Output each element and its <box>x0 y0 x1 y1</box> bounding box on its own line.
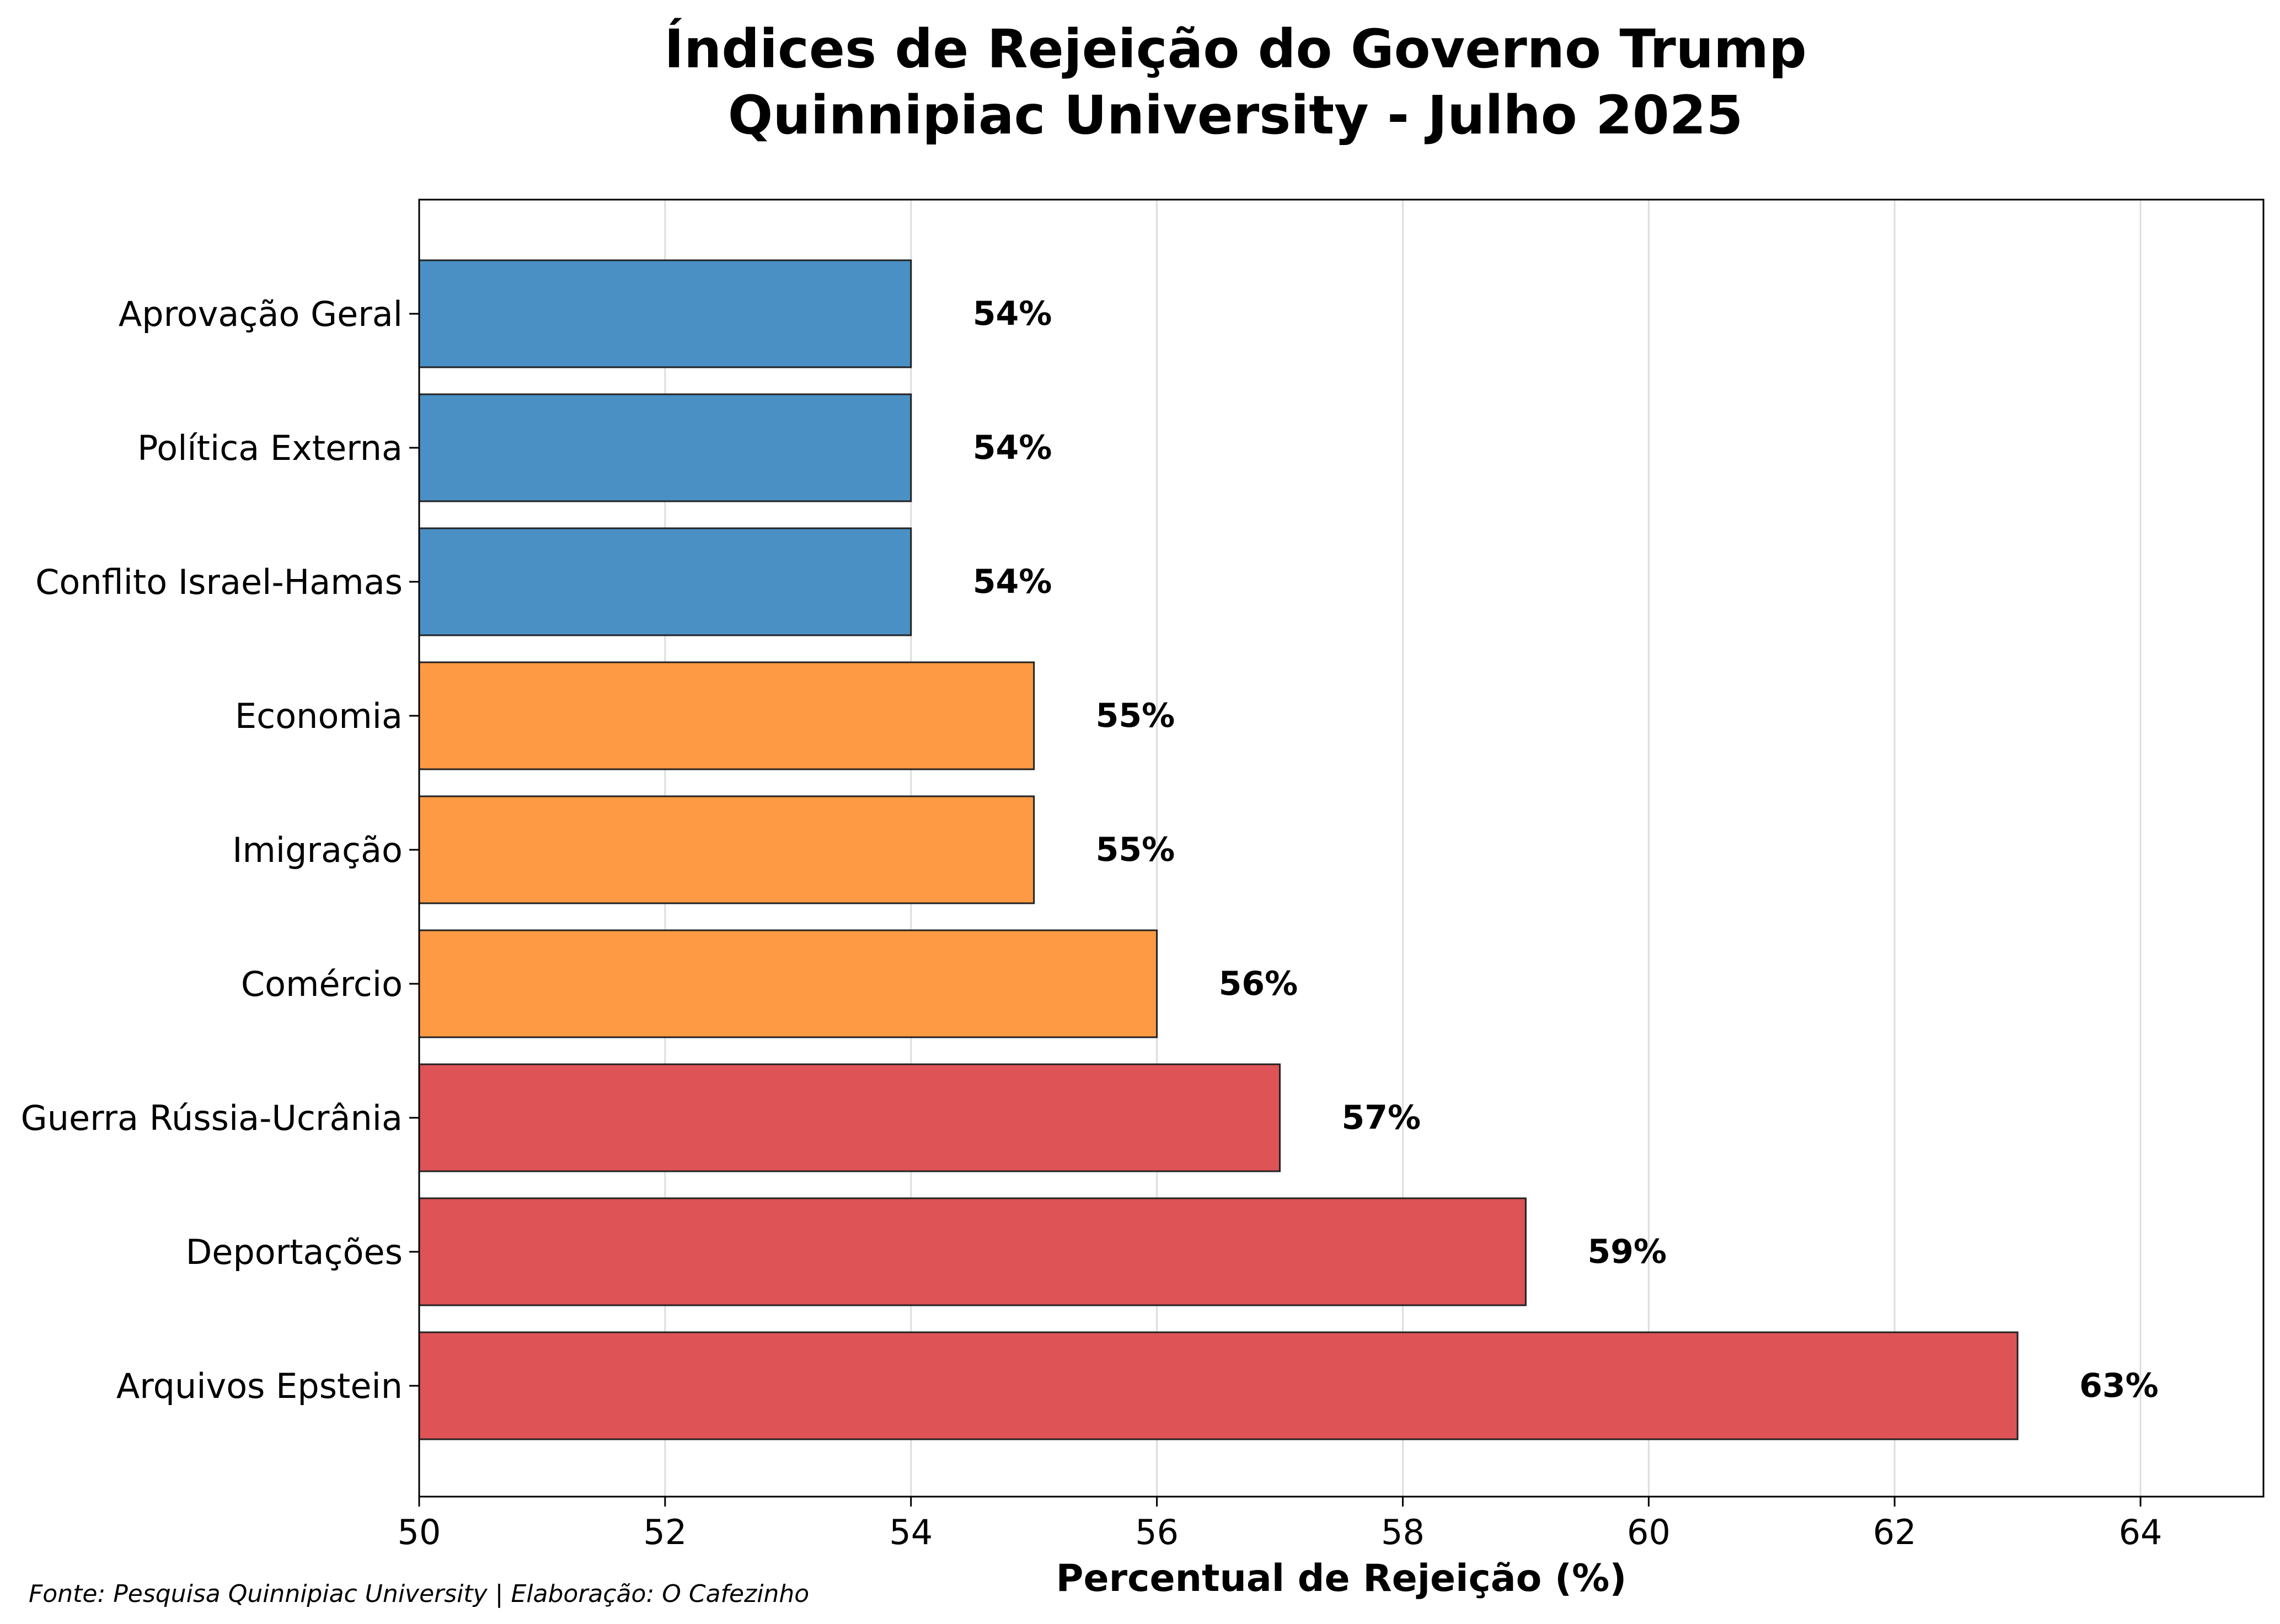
category-axis-labels: Aprovação Geral Política Externa Conflito … <box>21 294 419 1406</box>
bar-2 <box>418 527 912 636</box>
value-label-7: 59% <box>1587 1232 1667 1271</box>
category-label-1: Política Externa <box>137 428 403 468</box>
value-label-8: 63% <box>2079 1366 2159 1405</box>
category-label-6: Guerra Rússia-Ucrânia <box>21 1098 403 1138</box>
category-label-5: Comércio <box>241 964 403 1004</box>
category-label-8: Arquivos Epstein <box>116 1366 403 1406</box>
x-tick-label-64: 64 <box>2119 1512 2163 1552</box>
value-label-0: 54% <box>973 294 1052 333</box>
x-tick-label-56: 56 <box>1135 1512 1179 1552</box>
category-label-2: Conflito Israel-Hamas <box>35 562 403 602</box>
source-note: Fonte: Pesquisa Quinnipiac University | … <box>29 1580 809 1608</box>
bar-7 <box>418 1197 1527 1306</box>
x-tick-label-54: 54 <box>889 1512 933 1552</box>
x-tick-label-50: 50 <box>398 1512 441 1552</box>
bar-0 <box>418 259 912 368</box>
value-labels: 54% 54% 54% 55% 55% 56% 57% 59% 63% <box>973 294 2159 1405</box>
bar-8 <box>418 1331 2019 1440</box>
bar-3 <box>418 661 1035 770</box>
bars <box>418 259 2019 1440</box>
bar-6 <box>418 1063 1281 1172</box>
x-axis-label: Percentual de Rejeição (%) <box>1056 1557 1627 1600</box>
category-label-7: Deportações <box>186 1232 403 1272</box>
bar-4 <box>418 795 1035 904</box>
value-label-5: 56% <box>1219 964 1298 1003</box>
plot-frame <box>418 199 2265 1498</box>
value-label-4: 55% <box>1096 830 1175 869</box>
value-label-1: 54% <box>973 428 1052 467</box>
x-tick-label-58: 58 <box>1381 1512 1425 1552</box>
value-label-2: 54% <box>973 562 1052 601</box>
x-tick-label-60: 60 <box>1627 1512 1671 1552</box>
x-axis-ticks: 50 52 54 56 58 60 62 64 <box>398 1497 2163 1552</box>
bar-1 <box>418 393 912 502</box>
value-label-6: 57% <box>1342 1098 1421 1137</box>
x-tick-label-62: 62 <box>1873 1512 1917 1552</box>
category-label-0: Aprovação Geral <box>119 294 403 334</box>
category-label-3: Economia <box>235 696 403 736</box>
category-label-4: Imigração <box>232 830 403 870</box>
bar-5 <box>418 929 1158 1038</box>
chart-title-line-2: Quinnipiac University - Julho 2025 <box>728 84 1743 146</box>
value-label-3: 55% <box>1096 696 1175 735</box>
chart-title-line-1: Índices de Rejeição do Governo Trump <box>664 18 1807 80</box>
x-tick-label-52: 52 <box>643 1512 687 1552</box>
